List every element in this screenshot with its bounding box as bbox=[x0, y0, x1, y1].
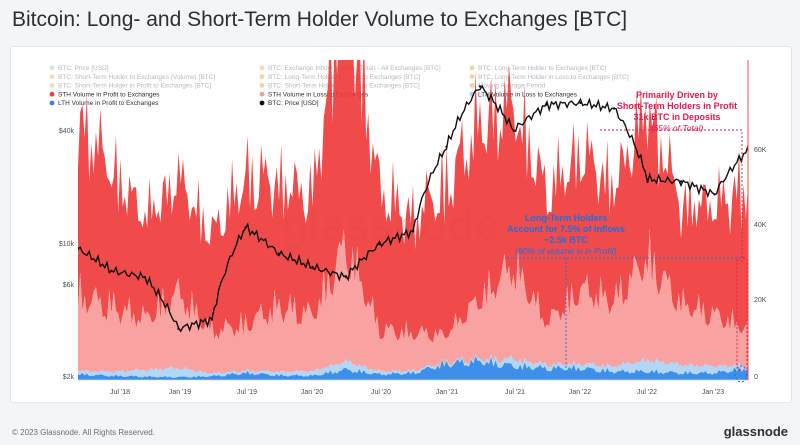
legend-label: BTC: Long-Term Holder in Loss to Exchang… bbox=[478, 74, 629, 81]
price-point bbox=[512, 129, 515, 132]
sth-annotation-sub: (65% of Total) bbox=[651, 123, 704, 133]
legend-swatch bbox=[49, 83, 55, 88]
lth-annotation-line3: ~2.5k BTC bbox=[544, 235, 588, 245]
price-point bbox=[679, 180, 683, 183]
legend-label: BTC: Price [USD] bbox=[58, 65, 109, 72]
legend-swatch bbox=[259, 74, 265, 79]
series-area-lth-volume-in-loss-to-exchanges bbox=[78, 353, 748, 378]
price-point bbox=[78, 247, 80, 251]
series-area-sth-volume-in-loss-to-exchanges bbox=[78, 228, 748, 375]
x-tick-label: Jan '19 bbox=[169, 389, 191, 396]
y-right-tick-label: 20K bbox=[754, 297, 767, 304]
x-tick-label: Jan '23 bbox=[702, 389, 724, 396]
lth-annotation-sub: (80% of volume is in Profit) bbox=[515, 246, 617, 256]
sth-annotation-line3: 31k BTC in Deposits bbox=[633, 112, 720, 122]
sth-annotation-line1: Primarily Driven by bbox=[636, 90, 718, 100]
legend-swatch bbox=[49, 91, 55, 97]
copyright: © 2023 Glassnode. All Rights Reserved. bbox=[12, 428, 155, 437]
price-line-group bbox=[78, 84, 748, 333]
y-left-tick-label: $6k bbox=[63, 282, 75, 289]
price-point bbox=[646, 178, 649, 181]
x-tick-label: Jan '20 bbox=[301, 389, 323, 396]
lth-highlight-circle bbox=[734, 365, 748, 383]
y-right-tick-label: 0 bbox=[754, 374, 758, 381]
price-point bbox=[478, 85, 482, 88]
legend-swatch bbox=[259, 65, 265, 71]
series-area-sth-volume-in-profit-to-exchanges bbox=[78, 60, 748, 343]
price-point bbox=[545, 103, 549, 106]
y-left-tick-label: $2k bbox=[63, 374, 75, 381]
legend-label: LTH Volume in Loss to Exchanges bbox=[478, 91, 578, 98]
price-point bbox=[311, 265, 314, 269]
legend-label: STH Volume in Profit to Exchanges bbox=[58, 91, 160, 98]
legend-swatch bbox=[469, 74, 475, 79]
legend-swatch bbox=[469, 65, 475, 71]
price-point bbox=[579, 101, 582, 105]
legend-label: BTC: Long-Term Holder to Exchanges [BTC] bbox=[478, 65, 606, 72]
legend-swatch bbox=[259, 83, 265, 88]
price-point bbox=[177, 327, 180, 330]
series-areas bbox=[78, 60, 748, 380]
legend-label: STH Volume in Loss to Exchanges bbox=[268, 91, 369, 98]
price-point bbox=[713, 193, 716, 196]
legend-label: BTC: Short-Term Holder in Profit to Exch… bbox=[58, 83, 211, 90]
price-point bbox=[344, 276, 348, 279]
legend-label: LTH Volume in Profit to Exchanges bbox=[58, 100, 159, 107]
sth-annotation-line2: Short-Term Holders in Profit bbox=[617, 101, 737, 111]
y-left-tick-label: $40k bbox=[59, 128, 75, 135]
price-point bbox=[210, 318, 214, 321]
legend-swatch bbox=[259, 91, 265, 97]
y-right-tick-label: 40K bbox=[754, 222, 767, 229]
legend-swatch bbox=[49, 100, 55, 106]
price-point bbox=[378, 242, 381, 246]
x-tick-label: Jul '18 bbox=[110, 389, 130, 396]
legend-label: BTC: Exchange Inflow Volume (Total) - Al… bbox=[268, 65, 441, 72]
lth-annotation-line2: Account for 7.5% of Inflows bbox=[507, 224, 625, 234]
x-tick-label: Jul '22 bbox=[637, 389, 657, 396]
x-tick-label: Jul '19 bbox=[237, 389, 257, 396]
price-point bbox=[244, 226, 247, 229]
price-point bbox=[277, 252, 281, 256]
x-tick-label: Jul '20 bbox=[371, 389, 391, 396]
legend-label: Moving Average Period bbox=[478, 83, 545, 90]
x-tick-label: Jul '21 bbox=[505, 389, 525, 396]
price-point bbox=[143, 276, 147, 279]
legend-label: BTC: Short-Term Holder to Exchanges (Vol… bbox=[58, 74, 215, 81]
y-right-tick-label: 60K bbox=[754, 147, 767, 154]
series-area-lth-volume-in-profit-to-exchanges bbox=[78, 356, 748, 380]
price-point bbox=[110, 269, 113, 272]
brand-logo: glassnode bbox=[723, 424, 788, 439]
x-tick-label: Jan '22 bbox=[569, 389, 591, 396]
sth-annotation-connector bbox=[600, 129, 743, 262]
price-point bbox=[445, 145, 448, 149]
price-point bbox=[612, 107, 616, 110]
axes: Jul '18 Jan '19 Jul '19 Jan '20 Jul '20 Jan '… bbox=[59, 60, 767, 396]
legend-swatch bbox=[49, 65, 55, 71]
legend-label: BTC: Price [USD] bbox=[268, 100, 319, 107]
legend-swatch bbox=[49, 74, 55, 79]
x-tick-label: Jan '21 bbox=[436, 389, 458, 396]
price-point bbox=[411, 230, 415, 233]
page-title: Bitcoin: Long- and Short-Term Holder Vol… bbox=[12, 8, 628, 31]
legend-swatch bbox=[259, 100, 265, 106]
y-left-tick-label: $10k bbox=[59, 241, 75, 248]
legend-swatch bbox=[469, 83, 475, 88]
lth-annotation-line1: Long-Term Holders bbox=[525, 213, 607, 223]
